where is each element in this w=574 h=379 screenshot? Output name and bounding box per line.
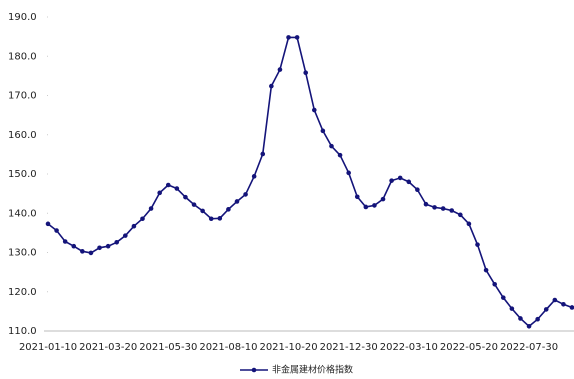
point — [243, 192, 248, 197]
point — [415, 187, 420, 192]
point — [140, 216, 145, 222]
x-tick-label: 2021-08-10 — [199, 342, 257, 353]
point — [148, 206, 154, 211]
point — [174, 186, 180, 191]
point — [320, 128, 326, 134]
y-tick-label: 170.0 — [8, 91, 37, 102]
point — [208, 216, 214, 222]
point — [62, 239, 68, 244]
point — [363, 204, 369, 210]
point — [526, 323, 532, 329]
point — [311, 107, 317, 113]
legend-label: 非金属建材价格指数 — [272, 364, 353, 376]
x-tick-label: 2021-01-10 — [19, 342, 77, 353]
x-tick-label: 2021-12-30 — [320, 342, 378, 353]
point — [380, 196, 386, 202]
point — [217, 216, 223, 221]
point — [483, 267, 489, 273]
point — [466, 221, 472, 227]
point — [552, 297, 558, 303]
point — [269, 83, 274, 89]
point — [372, 203, 377, 208]
point — [131, 223, 137, 229]
point — [165, 182, 171, 188]
y-tick-label: 140.0 — [8, 208, 37, 219]
point — [234, 199, 240, 204]
point — [561, 302, 566, 307]
point — [329, 143, 334, 149]
y-tick-label: 180.0 — [8, 51, 37, 62]
point — [97, 245, 102, 251]
x-tick-label: 2021-05-30 — [139, 342, 197, 353]
point — [535, 316, 540, 322]
point — [80, 249, 85, 254]
point — [303, 70, 309, 76]
point — [458, 212, 463, 218]
point — [286, 35, 291, 40]
x-tick-label: 2022-03-10 — [380, 342, 438, 353]
point — [88, 250, 94, 256]
y-tick-label: 120.0 — [8, 287, 37, 298]
point — [105, 243, 111, 249]
point — [475, 242, 480, 247]
point — [354, 194, 360, 200]
point — [183, 194, 188, 200]
y-tick-label: 190.0 — [8, 12, 37, 23]
point — [440, 206, 446, 211]
point — [54, 228, 59, 233]
point — [423, 201, 429, 207]
point — [492, 281, 497, 287]
point — [260, 151, 266, 157]
point — [569, 305, 574, 310]
y-tick-label: 150.0 — [8, 169, 37, 180]
point — [123, 233, 128, 238]
point — [518, 316, 523, 321]
y-tick-label: 130.0 — [8, 248, 37, 259]
point — [226, 207, 231, 212]
point — [509, 306, 515, 311]
x-tick-label: 2021-03-20 — [79, 342, 137, 353]
point — [500, 295, 506, 300]
point — [200, 208, 205, 214]
point — [346, 170, 351, 176]
point — [114, 239, 120, 245]
point — [337, 152, 343, 158]
y-tick-label: 160.0 — [8, 130, 37, 141]
point — [157, 190, 162, 196]
point — [449, 208, 455, 213]
x-tick-label: 2021-10-20 — [259, 342, 317, 353]
x-tick-label: 2022-05-20 — [440, 342, 498, 353]
point — [294, 35, 300, 40]
point — [251, 174, 257, 179]
point — [397, 175, 403, 181]
point — [543, 307, 549, 312]
point — [406, 179, 412, 185]
point — [432, 205, 437, 210]
point — [45, 221, 51, 227]
y-tick-label: 110.0 — [8, 326, 37, 337]
legend-marker — [251, 367, 257, 373]
point — [71, 243, 77, 249]
x-tick-label: 2022-07-30 — [500, 342, 558, 353]
point — [191, 202, 197, 207]
point — [277, 67, 283, 72]
point — [389, 178, 394, 183]
